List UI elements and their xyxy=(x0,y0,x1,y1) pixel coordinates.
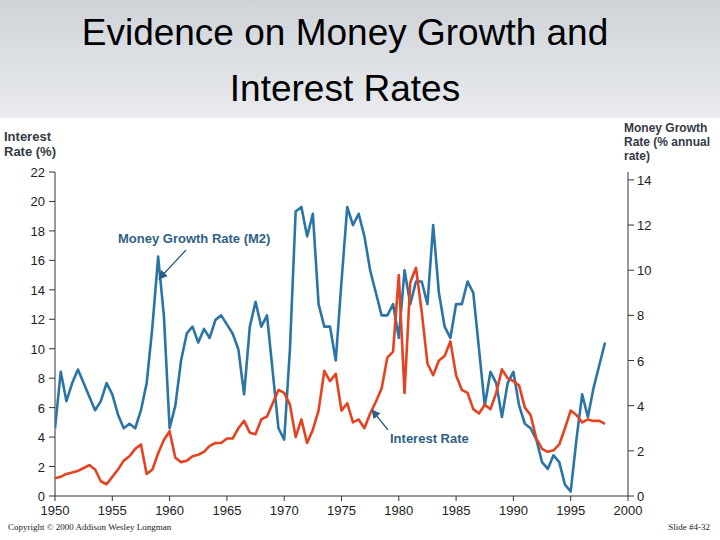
y-tick-label: 18 xyxy=(31,224,45,239)
y-tick-label: 20 xyxy=(31,194,45,209)
label-arrow xyxy=(372,410,388,430)
y2-tick-label: 10 xyxy=(637,263,651,278)
x-tick-label: 1975 xyxy=(327,503,356,518)
y-tick-label: 10 xyxy=(31,342,45,357)
y2-tick xyxy=(628,270,634,271)
series-label: Interest Rate xyxy=(390,431,469,446)
copyright: Copyright © 2000 Addison Wesley Longman xyxy=(8,522,172,532)
series-line xyxy=(55,268,605,484)
x-tick-label: 1985 xyxy=(442,503,471,518)
y2-tick xyxy=(628,225,634,226)
y2-tick-label: 8 xyxy=(637,308,644,323)
y2-tick xyxy=(628,179,634,180)
title-band xyxy=(0,0,720,118)
y-axis-line xyxy=(55,172,56,496)
x-tick xyxy=(284,496,285,501)
x-tick xyxy=(341,496,342,501)
x-tick-label: 1990 xyxy=(499,503,528,518)
y2-tick-label: 4 xyxy=(637,399,644,414)
y-tick xyxy=(49,319,55,320)
y-tick xyxy=(49,201,55,202)
y2-tick-label: 12 xyxy=(637,218,651,233)
y2-tick xyxy=(628,496,634,497)
y2-tick-label: 14 xyxy=(637,173,651,188)
x-tick xyxy=(398,496,399,501)
y-tick-label: 8 xyxy=(38,371,45,386)
y2-tick-label: 6 xyxy=(637,354,644,369)
x-tick-label: 1960 xyxy=(155,503,184,518)
x-tick-label: 1950 xyxy=(41,503,70,518)
x-tick xyxy=(55,496,56,501)
y-tick-label: 2 xyxy=(38,460,45,475)
y-tick xyxy=(49,437,55,438)
slide-number: Slide #4-32 xyxy=(668,522,710,532)
y2-axis-line xyxy=(628,172,629,496)
y-tick xyxy=(49,260,55,261)
y2-tick xyxy=(628,405,634,406)
y-tick-label: 22 xyxy=(31,165,45,180)
y2-tick xyxy=(628,450,634,451)
x-tick xyxy=(456,496,457,501)
y-tick xyxy=(49,172,55,173)
x-tick-label: 1955 xyxy=(98,503,127,518)
x-tick-label: 2000 xyxy=(614,503,643,518)
y2-tick xyxy=(628,315,634,316)
x-tick xyxy=(513,496,514,501)
y-tick xyxy=(49,378,55,379)
x-tick xyxy=(628,496,629,501)
y2-tick-label: 0 xyxy=(637,489,644,504)
y-tick-label: 14 xyxy=(31,283,45,298)
y-tick xyxy=(49,466,55,467)
y-tick xyxy=(49,348,55,349)
x-tick-label: 1970 xyxy=(270,503,299,518)
x-tick xyxy=(570,496,571,501)
series-line xyxy=(55,207,605,491)
y-axis-title: InterestRate (%) xyxy=(4,129,56,159)
y-tick-label: 0 xyxy=(38,489,45,504)
y-tick xyxy=(49,289,55,290)
series-label: Money Growth Rate (M2) xyxy=(118,231,270,246)
y2-tick xyxy=(628,360,634,361)
x-tick xyxy=(226,496,227,501)
label-arrow xyxy=(159,250,186,279)
title: Evidence on Money Growth andInterest Rat… xyxy=(82,12,609,109)
y2-axis-title: Money GrowthRate (% annualrate) xyxy=(624,121,710,163)
x-tick xyxy=(112,496,113,501)
y-tick-label: 12 xyxy=(31,312,45,327)
y2-tick-label: 2 xyxy=(637,444,644,459)
x-tick xyxy=(169,496,170,501)
y-tick xyxy=(49,407,55,408)
y-tick xyxy=(49,230,55,231)
x-tick-label: 1995 xyxy=(556,503,585,518)
y-tick xyxy=(49,496,55,497)
x-tick-label: 1980 xyxy=(384,503,413,518)
y-tick-label: 6 xyxy=(38,401,45,416)
y-tick-label: 16 xyxy=(31,253,45,268)
slide: Evidence on Money Growth andInterest Rat… xyxy=(0,0,720,540)
plot-area xyxy=(55,207,605,491)
y-tick-label: 4 xyxy=(38,430,45,445)
x-tick-label: 1965 xyxy=(212,503,241,518)
